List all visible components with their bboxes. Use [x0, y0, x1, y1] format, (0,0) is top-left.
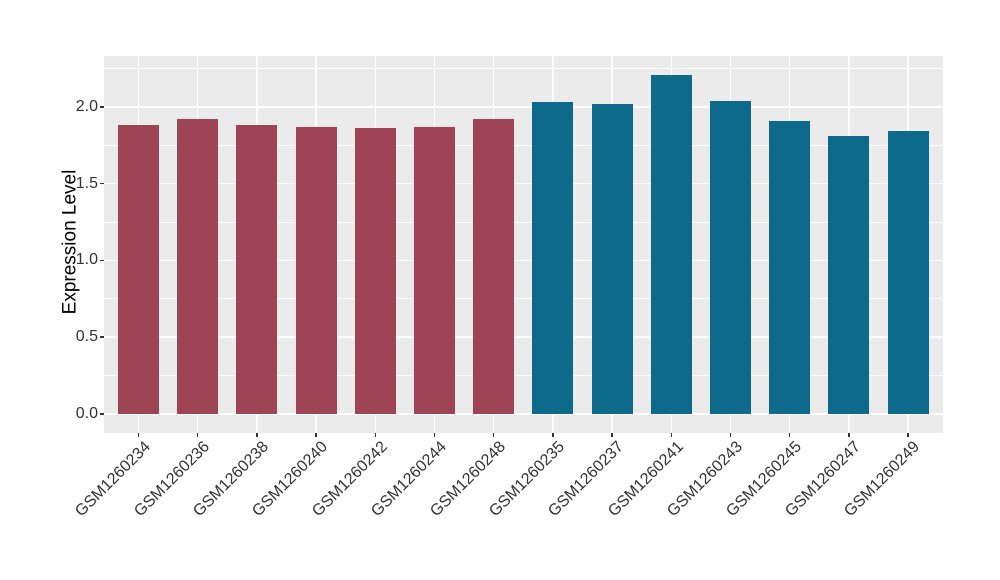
plot-panel: [104, 56, 943, 433]
x-tick: [492, 433, 495, 437]
y-tick: [100, 413, 104, 415]
x-tick: [848, 433, 850, 437]
gridline-major-y: [104, 182, 943, 185]
x-tick: [729, 433, 732, 437]
x-tick: [611, 433, 613, 437]
y-tick: [100, 259, 104, 262]
gridline-major-y: [104, 336, 943, 338]
bar-GSM1260241: [650, 74, 692, 414]
bar-GSM1260238: [236, 125, 278, 414]
bar-GSM1260237: [591, 103, 633, 414]
bar-GSM1260248: [473, 119, 515, 414]
gridline-minor-y: [104, 67, 943, 69]
bar-GSM1260249: [887, 131, 929, 414]
bar-GSM1260244: [414, 126, 455, 414]
gridline-minor-y: [104, 144, 943, 146]
x-tick: [670, 433, 673, 437]
x-tick: [788, 433, 791, 437]
y-tick: [100, 336, 104, 338]
x-tick: [907, 433, 909, 437]
y-tick-label: 0.5: [75, 328, 98, 346]
gridline-minor-y: [104, 298, 943, 300]
y-tick-label: 1.0: [75, 251, 98, 269]
bar-GSM1260242: [354, 128, 396, 414]
y-tick-label: 2.0: [75, 97, 98, 115]
x-tick: [315, 433, 317, 437]
x-tick: [433, 433, 436, 437]
gridline-major-y: [104, 259, 943, 262]
x-tick: [552, 433, 554, 437]
x-tick: [256, 433, 258, 437]
x-tick: [196, 433, 199, 437]
gridline-minor-y: [104, 221, 943, 223]
bar-GSM1260243: [710, 100, 751, 414]
gridline-major-y: [104, 413, 943, 415]
bar-GSM1260236: [177, 119, 219, 414]
y-tick-label: 0.0: [75, 405, 98, 422]
y-tick: [100, 182, 104, 185]
bar-GSM1260245: [769, 120, 811, 414]
bar-GSM1260234: [118, 125, 159, 414]
bar-GSM1260240: [295, 126, 337, 414]
y-tick: [100, 106, 104, 108]
bar-GSM1260247: [828, 135, 870, 414]
gridline-minor-y: [104, 375, 943, 377]
x-tick: [374, 433, 377, 437]
y-tick-label: 1.5: [75, 174, 98, 192]
gridline-major-y: [104, 106, 943, 108]
x-tick: [137, 433, 140, 437]
bar-GSM1260235: [532, 102, 574, 414]
